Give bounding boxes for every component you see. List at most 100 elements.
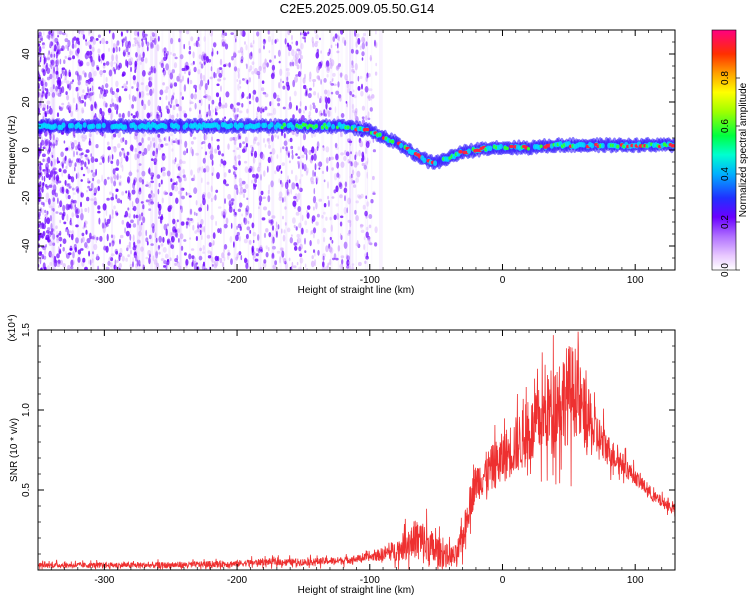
spectrogram-noise-speck [246,197,249,201]
spectrogram-noise-speck [147,168,150,174]
spectrogram-noise-speck [100,73,103,78]
spectrogram-noise-streak [258,30,261,270]
spectrogram-noise-speck [65,165,68,169]
spectrogram-noise-speck [152,88,155,94]
spectrogram-noise-speck [296,239,299,246]
spectrogram-noise-speck [278,178,281,184]
spectrogram-noise-speck [282,257,287,264]
spectrogram-noise-speck [67,83,70,89]
spectrogram-noise-speck [310,181,315,185]
spectrogram-noise-speck [50,230,54,235]
spectrogram-noise-speck [202,261,206,267]
spectrogram-noise-speck [271,225,275,231]
spectrogram-noise-speck [153,67,157,74]
spectrogram-noise-speck [263,170,266,177]
spectrogram-ridge-core [133,124,138,131]
spectrogram-noise-speck [55,59,58,66]
spectrogram-noise-speck [223,64,227,68]
spectrogram-noise-speck [38,31,42,37]
spectrogram-noise-speck [47,227,51,231]
spectrogram-noise-speck [276,154,279,159]
spectrogram-noise-speck [278,82,282,89]
spectrogram-noise-speck [55,60,58,65]
spectrogram-noise-speck [41,43,46,47]
spectrogram-noise-speck [240,56,244,62]
spectrogram-noise-speck [175,197,179,204]
spectrogram-noise-speck [84,161,87,168]
spectrogram-noise-speck [327,195,330,200]
spectrogram-noise-speck [320,50,322,54]
spectrogram-noise-speck [136,58,139,62]
spectrogram-noise-speck [105,208,108,216]
spectrogram-noise-speck [304,250,307,254]
spectrogram-noise-speck [58,105,61,110]
spectrogram-noise-streak [141,30,143,270]
spectrogram-ridge-core [256,122,261,128]
spectrogram-noise-speck [313,206,315,211]
spectrogram-noise-speck [67,264,71,270]
spectrogram-noise-streak [349,30,352,270]
spectrogram-noise-speck [368,73,371,78]
spectrogram-noise-speck [266,165,269,173]
spectrogram-noise-speck [46,34,50,39]
spectrogram-noise-speck [281,250,285,258]
spectrogram-noise-speck [269,101,272,107]
spectrogram-noise-speck [170,138,174,146]
spectrogram-noise-speck [198,99,201,104]
spectrogram-ridge-core [331,123,336,130]
spectrogram-noise-speck [361,36,365,43]
spectrogram-noise-speck [128,223,131,229]
spectrogram-noise-speck [240,255,243,261]
spectrogram-noise-speck [291,34,293,41]
spectrogram-noise-speck [145,37,147,45]
spectrogram-noise-speck [170,244,175,250]
spectrogram-noise-speck [71,43,75,49]
spectrogram-noise-speck [157,106,161,111]
spectrogram-noise-speck [301,174,304,177]
spectrogram-noise-speck [40,37,44,42]
spectrogram-noise-speck [124,227,126,234]
spectrogram-noise-speck [361,83,363,90]
spectrogram-noise-speck [237,208,242,212]
spectrogram-ridge-core [263,122,268,129]
spectrogram-noise-speck [55,71,59,80]
spectrogram-y-label: Frequency (Hz) [7,116,18,185]
spectrogram-noise-speck [338,94,342,99]
spectrogram-noise-speck [140,90,145,98]
spectrogram-noise-speck [58,236,63,242]
spectrogram-noise-speck [298,49,302,56]
spectrogram-noise-speck [179,106,183,112]
spectrogram-noise-speck [84,266,88,270]
spectrogram-noise-speck [115,188,119,192]
spectrogram-y-tick-label: 20 [21,96,32,108]
spectrogram-noise-speck [60,161,64,167]
spectrogram-noise-speck [97,265,100,270]
spectrogram-noise-speck [111,91,115,95]
spectrogram-noise-speck [245,233,249,240]
spectrogram-noise-speck [372,149,376,153]
spectrogram-noise-speck [227,193,232,200]
spectrogram-noise-speck [233,241,235,248]
spectrogram-noise-speck [297,206,302,212]
spectrogram-noise-speck [287,152,290,158]
spectrogram-noise-speck [218,105,222,109]
spectrogram-noise-speck [229,137,233,142]
spectrogram-noise-speck [348,229,351,235]
spectrogram-noise-speck [298,108,302,114]
spectrogram-noise-speck [69,230,72,234]
spectrogram-noise-speck [110,61,114,67]
spectrogram-noise-speck [356,240,359,248]
spectrogram-noise-speck [250,42,253,48]
spectrogram-noise-speck [91,85,94,92]
spectrogram-noise-speck [130,219,134,224]
spectrogram-noise-speck [228,62,231,68]
spectrogram-noise-speck [233,208,236,213]
spectrogram-noise-speck [282,197,284,203]
spectrogram-noise-speck [101,222,105,229]
spectrogram-noise-speck [311,146,315,154]
spectrogram-noise-speck [244,41,246,45]
spectrogram-noise-speck [361,105,365,111]
spectrogram-noise-speck [339,233,342,240]
spectrogram-noise-speck [211,99,215,105]
spectrogram-noise-speck [112,32,115,40]
